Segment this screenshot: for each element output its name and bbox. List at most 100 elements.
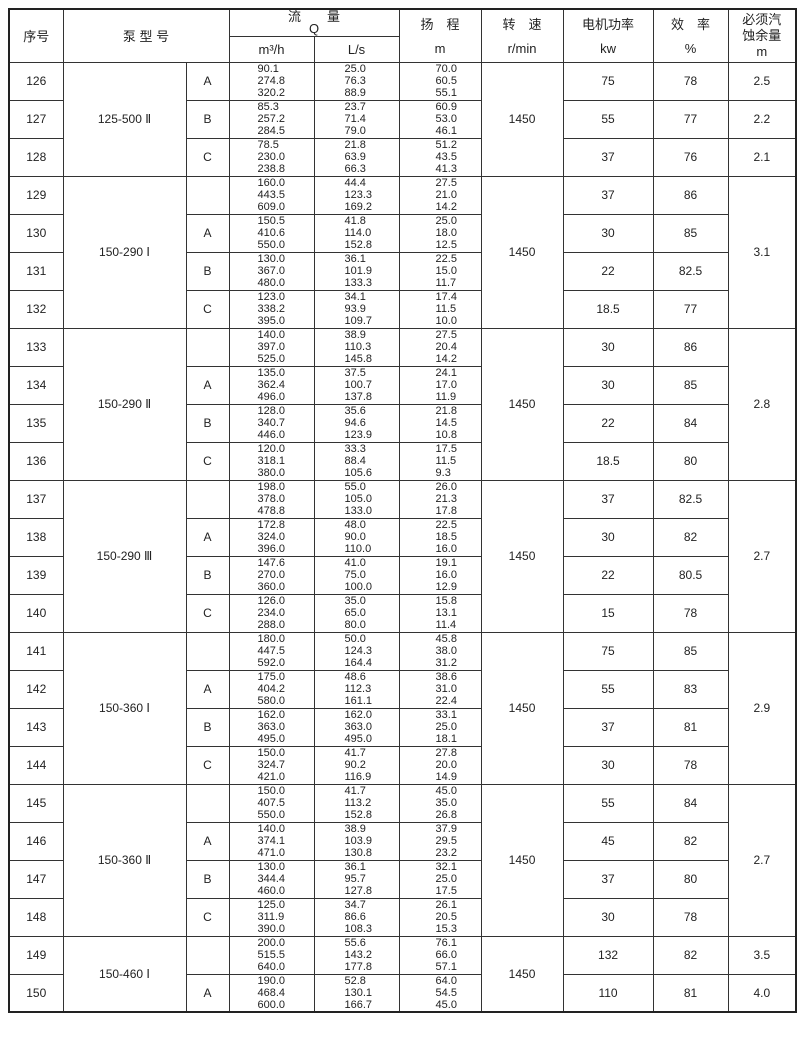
head: 24.1 17.0 11.9 bbox=[398, 365, 482, 405]
table-row: 128 C 78.5 230.0 238.8 21.8 63.9 66.3 51.2 43.5 41… bbox=[8, 137, 797, 177]
table-row: 147 B 130.0 344.4 460.0 36.1 95.7 127.8 32.1 25.0… bbox=[8, 859, 796, 899]
speed: 1450 bbox=[480, 175, 564, 329]
table-row: 129 150-290 Ⅰ 160.0 443.5 609.0 44.4 123.3 169.… bbox=[8, 175, 797, 329]
flow-m3h: 130.0 367.0 480.0 bbox=[228, 251, 315, 291]
speed: 1450 bbox=[480, 631, 564, 785]
table-row: 149 150-460 Ⅰ 200.0 515.5 640.0 55.6 143.2 177.… bbox=[8, 935, 797, 1013]
flow-m3h-value: 344.4 bbox=[257, 873, 286, 885]
flow-m3h-value: 380.0 bbox=[257, 467, 286, 479]
flow-ls-value: 177.8 bbox=[344, 961, 373, 973]
flow-ls-value: 152.8 bbox=[344, 239, 373, 251]
npsh: 2.7 bbox=[727, 479, 797, 633]
flow-m3h-value: 550.0 bbox=[257, 809, 286, 821]
flow-m3h-value: 410.6 bbox=[257, 227, 286, 239]
head-value: 57.1 bbox=[435, 961, 457, 973]
npsh: 2.5 bbox=[727, 61, 797, 101]
head-value: 12.5 bbox=[435, 239, 457, 251]
motor-power: 55 bbox=[562, 669, 654, 709]
flow-ls-value: 100.7 bbox=[344, 379, 373, 391]
variant: C bbox=[185, 745, 230, 785]
flow-m3h-value: 160.0 bbox=[257, 177, 286, 189]
flow-ls-value: 133.3 bbox=[344, 277, 373, 289]
flow-m3h-value: 363.0 bbox=[257, 721, 286, 733]
head-value: 19.1 bbox=[435, 557, 457, 569]
flow-ls-value: 55.0 bbox=[344, 481, 366, 493]
flow-m3h: 180.0 447.5 592.0 bbox=[228, 631, 315, 671]
flow-ls-value: 36.1 bbox=[344, 253, 366, 265]
head-value: 14.9 bbox=[435, 771, 457, 783]
flow-ls-value: 127.8 bbox=[344, 885, 373, 897]
pump-model: 150-360 Ⅰ bbox=[62, 631, 187, 785]
variant: B bbox=[185, 403, 230, 443]
flow-m3h-value: 90.1 bbox=[257, 63, 279, 75]
flow-ls-value: 114.0 bbox=[344, 227, 372, 239]
header-flow: 流 量 Q bbox=[228, 8, 400, 37]
motor-power: 30 bbox=[562, 327, 654, 367]
head-value: 11.4 bbox=[435, 619, 457, 631]
head-value: 32.1 bbox=[435, 861, 457, 873]
flow-m3h-value: 324.7 bbox=[257, 759, 286, 771]
flow-ls: 41.7 113.2 152.8 bbox=[313, 783, 400, 823]
flow-m3h-value: 421.0 bbox=[257, 771, 286, 783]
head-value: 43.5 bbox=[435, 151, 457, 163]
flow-ls-value: 33.3 bbox=[344, 443, 366, 455]
flow-m3h-value: 407.5 bbox=[257, 797, 286, 809]
flow-ls-value: 113.2 bbox=[344, 797, 372, 809]
variant: B bbox=[185, 859, 230, 899]
head-value: 31.2 bbox=[435, 657, 457, 669]
flow-ls-value: 35.6 bbox=[344, 405, 366, 417]
flow-m3h-value: 397.0 bbox=[257, 341, 286, 353]
variant: C bbox=[185, 441, 230, 481]
flow-m3h-value: 404.2 bbox=[257, 683, 286, 695]
flow-ls-value: 109.7 bbox=[344, 315, 373, 327]
efficiency: 82.5 bbox=[652, 251, 729, 291]
flow-ls-value: 37.5 bbox=[344, 367, 366, 379]
table-row: 145 150-360 Ⅱ 150.0 407.5 550.0 41.7 113.2 152.… bbox=[8, 783, 797, 937]
flow-ls-value: 112.3 bbox=[344, 683, 372, 695]
flow-ls-value: 35.0 bbox=[344, 595, 366, 607]
variant: C bbox=[185, 289, 230, 329]
head-value: 21.8 bbox=[435, 405, 457, 417]
head-value: 15.3 bbox=[435, 923, 457, 935]
head-value: 10.0 bbox=[435, 315, 457, 327]
flow-ls-value: 105.0 bbox=[344, 493, 373, 505]
head-value: 9.3 bbox=[435, 467, 451, 479]
table-body: 126 125-500 Ⅱ A 90.1 274.8 320.2 25.0 76.3 88.9 7… bbox=[8, 61, 797, 1013]
table-row: 142 A 175.0 404.2 580.0 48.6 112.3 161.1 38.6 31.… bbox=[8, 669, 796, 709]
flow-ls-value: 90.0 bbox=[344, 531, 366, 543]
head-value: 38.6 bbox=[435, 671, 457, 683]
table-row: 148 C 125.0 311.9 390.0 34.7 86.6 108.3 26.1 20.5… bbox=[8, 897, 796, 937]
head-value: 46.1 bbox=[435, 125, 457, 137]
flow-ls-value: 38.9 bbox=[344, 823, 366, 835]
flow-ls-value: 169.2 bbox=[344, 201, 373, 213]
flow-ls-value: 66.3 bbox=[344, 163, 366, 175]
flow-m3h-value: 460.0 bbox=[257, 885, 286, 897]
efficiency: 77 bbox=[652, 99, 729, 139]
efficiency: 85 bbox=[652, 213, 729, 253]
pump-model: 150-290 Ⅲ bbox=[62, 479, 187, 633]
head-value: 25.0 bbox=[435, 215, 457, 227]
table-row: 138 A 172.8 324.0 396.0 48.0 90.0 110.0 22.5 18.5… bbox=[8, 517, 796, 557]
flow-ls-value: 41.0 bbox=[344, 557, 366, 569]
header-npsh-label: 必须汽蚀余量 bbox=[742, 11, 782, 43]
flow-m3h-value: 468.4 bbox=[257, 986, 286, 999]
flow-ls-value: 71.4 bbox=[344, 113, 366, 125]
flow-m3h: 147.6 270.0 360.0 bbox=[228, 555, 315, 595]
npsh: 3.1 bbox=[727, 175, 797, 329]
head: 27.8 20.0 14.9 bbox=[398, 745, 482, 785]
header-flow-unit-m3h: m³/h bbox=[228, 35, 315, 63]
head-value: 13.1 bbox=[435, 607, 457, 619]
motor-power: 75 bbox=[562, 631, 654, 671]
flow-m3h-value: 198.0 bbox=[257, 481, 286, 493]
header-flow-unit-ls: L/s bbox=[313, 35, 400, 63]
pump-model: 150-290 Ⅰ bbox=[62, 175, 187, 329]
head-value: 35.0 bbox=[435, 797, 457, 809]
row-number: 141 bbox=[8, 631, 64, 671]
flow-ls-value: 86.6 bbox=[344, 911, 366, 923]
flow-m3h: 85.3 257.2 284.5 bbox=[228, 99, 315, 139]
table-row: 137 150-290 Ⅲ 198.0 378.0 478.8 55.0 105.0 133.… bbox=[8, 479, 797, 633]
head-value: 17.8 bbox=[435, 505, 457, 517]
flow-ls-value: 50.0 bbox=[344, 633, 366, 645]
variant: B bbox=[185, 99, 230, 139]
motor-power: 30 bbox=[562, 213, 654, 253]
